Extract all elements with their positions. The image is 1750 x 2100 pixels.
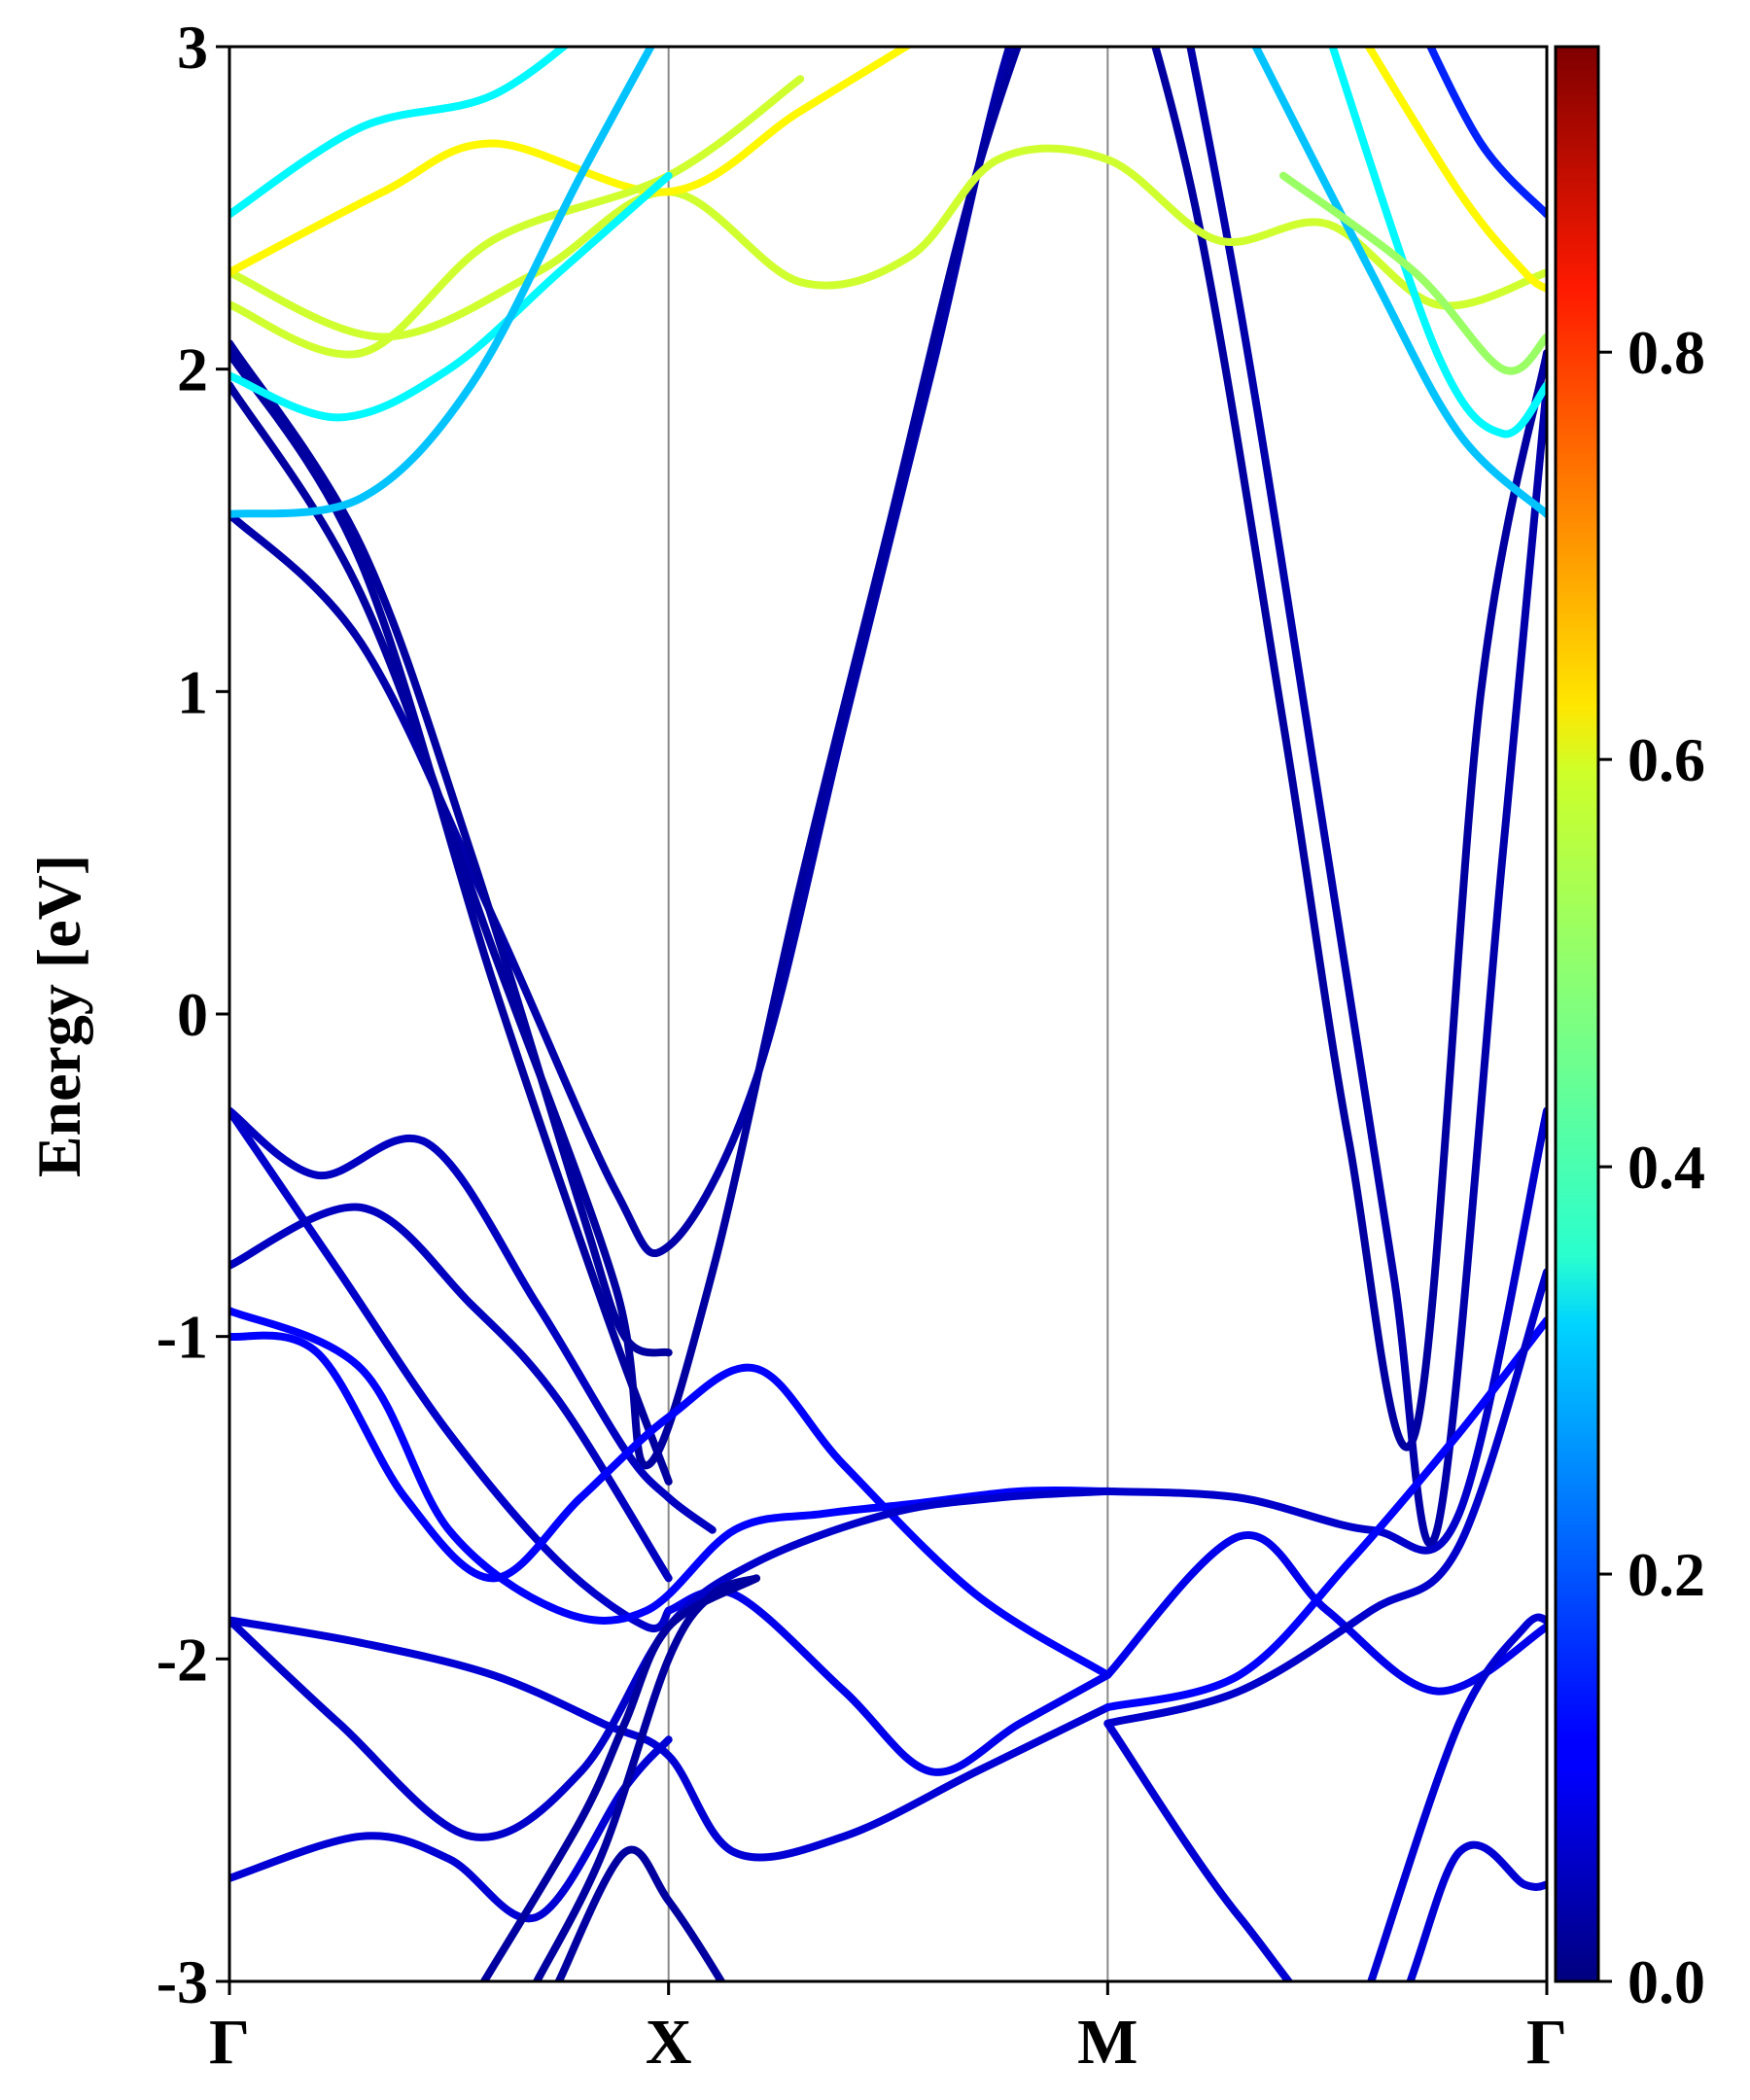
band-24 xyxy=(229,144,1547,341)
band-26 xyxy=(229,75,805,359)
band-20 xyxy=(1103,1316,1547,1712)
band-8 xyxy=(229,1203,673,1583)
y-tick-label: -1 xyxy=(157,1303,208,1372)
band-10 xyxy=(229,1331,1112,1679)
high-symmetry-lines xyxy=(667,47,1109,1981)
band-18 xyxy=(1103,1106,1547,1555)
band-5 xyxy=(1186,47,1547,1548)
x-tick-label: Γ xyxy=(209,2007,250,2078)
band-32 xyxy=(1279,171,1547,375)
colorbar-tick-label: 0.8 xyxy=(1628,318,1705,387)
x-tick-label: M xyxy=(1077,2007,1138,2078)
band-17 xyxy=(554,1845,726,1981)
y-tick-label: -2 xyxy=(157,1625,208,1694)
band-curves xyxy=(229,47,1547,1981)
band-25 xyxy=(229,47,914,277)
band-28 xyxy=(229,47,656,518)
band-15 xyxy=(480,1574,760,1981)
y-axis-title: Energy [eV] xyxy=(24,855,93,1177)
band-16 xyxy=(533,1574,760,1981)
colorbar-tick-label: 0.0 xyxy=(1628,1947,1705,2016)
x-tick-label: X xyxy=(646,2007,692,2078)
y-tick-label: 2 xyxy=(177,335,208,404)
band-22 xyxy=(1103,1719,1547,1981)
colorbar xyxy=(1554,45,1600,1983)
band-2 xyxy=(229,349,673,1486)
band-12 xyxy=(229,1616,1112,1862)
y-tick-label: 3 xyxy=(177,13,208,82)
band-33 xyxy=(1364,47,1547,293)
band-4 xyxy=(1151,47,1547,1452)
y-axis-ticks: 3 2 1 0 -1 -2 -3 xyxy=(157,13,229,2016)
band-19 xyxy=(1103,1530,1547,1696)
y-tick-label: -3 xyxy=(157,1947,208,2016)
band-29 xyxy=(229,47,570,219)
band-34 xyxy=(1426,47,1547,219)
band-3 xyxy=(229,339,673,1357)
band-7 xyxy=(229,1106,673,1632)
band-27 xyxy=(229,171,673,422)
band-23 xyxy=(1367,1613,1547,1981)
y-tick-label: 1 xyxy=(177,657,208,726)
band-30 xyxy=(1251,47,1547,518)
band-6 xyxy=(229,1106,717,1534)
colorbar-ticks: 0.0 0.2 0.4 0.6 0.8 xyxy=(1598,318,1705,2016)
colorbar-tick-label: 0.4 xyxy=(1628,1133,1705,1202)
band-31 xyxy=(1328,47,1547,438)
y-tick-label: 0 xyxy=(177,980,208,1049)
colorbar-tick-label: 0.2 xyxy=(1628,1540,1705,1609)
colorbar-tick-label: 0.6 xyxy=(1628,725,1705,794)
band-21 xyxy=(1103,1268,1547,1728)
band-11 xyxy=(664,1587,1112,1776)
x-tick-label: Γ xyxy=(1526,2007,1567,2078)
